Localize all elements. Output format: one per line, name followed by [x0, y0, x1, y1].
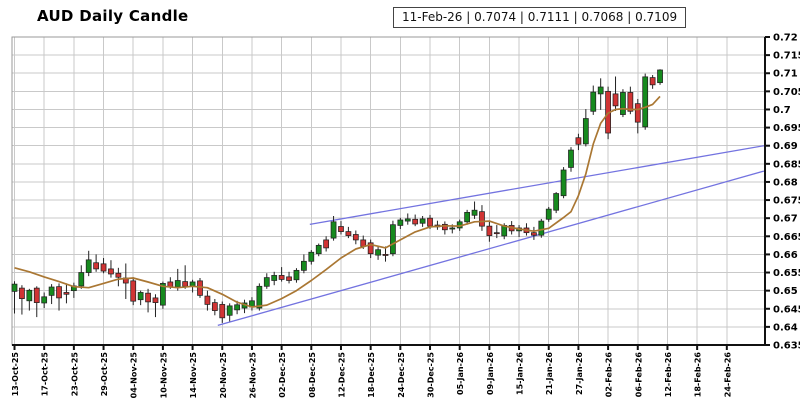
- x-tick-label: 29-Oct-25: [100, 352, 109, 397]
- x-tick-label: 12-Feb-26: [664, 352, 673, 398]
- chart-title: AUD Daily Candle: [37, 7, 189, 25]
- y-tick-label: 0.645: [773, 304, 800, 315]
- y-tick-label: 0.65: [773, 286, 798, 297]
- x-tick-label: 18-Feb-26: [694, 352, 703, 398]
- candles: [11, 69, 663, 323]
- x-axis: 13-Oct-25 17-Oct-25 23-Oct-25 29-Oct-25 04-N…: [11, 344, 765, 399]
- x-tick-label: 10-Nov-25: [159, 352, 168, 399]
- x-tick-label: 08-Dec-25: [308, 352, 317, 398]
- y-tick-label: 0.64: [773, 322, 798, 333]
- x-tick-label: 24-Dec-25: [397, 352, 406, 398]
- x-tick-label: 09-Jan-26: [486, 352, 495, 395]
- x-tick-label: 17-Oct-25: [41, 352, 50, 397]
- x-tick-label: 21-Jan-26: [545, 352, 554, 395]
- x-tick-label: 06-Feb-26: [634, 352, 643, 398]
- y-tick-label: 0.635: [773, 341, 800, 352]
- channel-upper: [309, 145, 765, 225]
- y-tick-label: 0.68: [773, 177, 798, 188]
- x-tick-label: 23-Oct-25: [70, 352, 79, 397]
- y-tick-label: 0.685: [773, 159, 800, 170]
- y-tick-label: 0.665: [773, 232, 800, 243]
- y-tick-label: 0.675: [773, 196, 800, 207]
- trendlines: [217, 145, 765, 327]
- y-axis: 0.72 0.715 0.71 0.705 0.7 0.695 0.69 0.685 0.68 0…: [764, 33, 800, 352]
- x-tick-label: 14-Nov-25: [189, 352, 198, 399]
- x-tick-label: 05-Jan-26: [456, 352, 465, 395]
- x-tick-label: 27-Jan-26: [575, 352, 584, 395]
- y-tick-label: 0.705: [773, 87, 800, 98]
- x-tick-label: 26-Nov-25: [248, 352, 257, 399]
- y-tick-label: 0.695: [773, 123, 800, 134]
- channel-lower: [217, 170, 765, 327]
- y-tick-label: 0.66: [773, 250, 798, 261]
- x-tick-label: 24-Feb-26: [723, 352, 732, 398]
- y-tick-label: 0.715: [773, 51, 800, 62]
- y-tick-label: 0.69: [773, 141, 798, 152]
- ohlc-legend: 11-Feb-26 | 0.7074 | 0.7111 | 0.7068 | 0…: [393, 7, 687, 28]
- x-tick-label: 30-Dec-25: [427, 352, 436, 398]
- y-tick-label: 0.655: [773, 268, 800, 279]
- y-tick-label: 0.72: [773, 33, 798, 44]
- y-tick-label: 0.71: [773, 69, 798, 80]
- x-tick-label: 12-Dec-25: [337, 352, 346, 398]
- y-tick-label: 0.7: [773, 105, 791, 116]
- x-tick-label: 20-Nov-25: [219, 352, 228, 399]
- y-tick-label: 0.67: [773, 214, 798, 225]
- x-tick-label: 15-Jan-26: [516, 352, 525, 395]
- x-tick-label: 02-Feb-26: [605, 352, 614, 398]
- x-tick-label: 04-Nov-25: [130, 352, 139, 399]
- x-tick-label: 02-Dec-25: [278, 352, 287, 398]
- x-tick-label: 13-Oct-25: [11, 352, 20, 397]
- moving-average-line: [14, 95, 661, 308]
- x-tick-label: 18-Dec-25: [367, 352, 376, 398]
